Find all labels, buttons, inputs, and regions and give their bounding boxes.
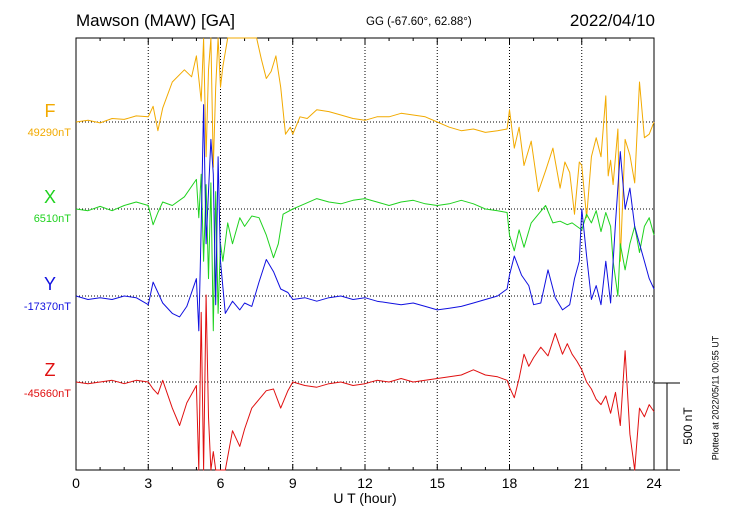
- series-baseline-Z: -45660nT: [24, 388, 71, 400]
- x-tick-label: 21: [574, 475, 590, 491]
- x-tick-label: 6: [217, 475, 225, 491]
- x-axis-title: U T (hour): [333, 490, 396, 506]
- series-baseline-Y: -17370nT: [24, 301, 71, 313]
- x-tick-label: 9: [289, 475, 297, 491]
- tick-layer: 0 3 6 9 12 15 18 21 24: [72, 38, 662, 491]
- series-layer: [75, 37, 655, 471]
- series-line-F: [75, 37, 655, 262]
- x-tick-label: 12: [357, 475, 373, 491]
- x-tick-label: 3: [144, 475, 152, 491]
- series-baseline-X: 6510nT: [34, 213, 72, 225]
- series-name-F: F: [45, 101, 56, 121]
- series-line-Y: [75, 104, 655, 332]
- date-label: 2022/04/10: [570, 11, 655, 30]
- x-tick-label: 18: [502, 475, 518, 491]
- series-name-Z: Z: [45, 360, 56, 380]
- plotted-timestamp: Plotted at 2022/05/11 00:55 UT: [710, 335, 720, 460]
- x-tick-label: 15: [429, 475, 445, 491]
- x-tick-label: 24: [646, 475, 662, 491]
- series-baseline-F: 49290nT: [28, 127, 72, 139]
- series-line-Z: [75, 294, 655, 471]
- grid-layer: [76, 38, 654, 470]
- series-name-X: X: [44, 187, 56, 207]
- coordinates-label: GG (-67.60°, 62.88°): [366, 16, 472, 28]
- label-layer: F 49290nT X 6510nT Y -17370nT Z -45660nT: [24, 101, 71, 400]
- series-line-X: [75, 173, 655, 332]
- series-name-Y: Y: [44, 274, 56, 294]
- station-title: Mawson (MAW) [GA]: [76, 11, 235, 30]
- x-tick-label: 0: [72, 475, 80, 491]
- scale-bar: 500 nT: [654, 382, 695, 471]
- scale-bar-label: 500 nT: [681, 407, 695, 445]
